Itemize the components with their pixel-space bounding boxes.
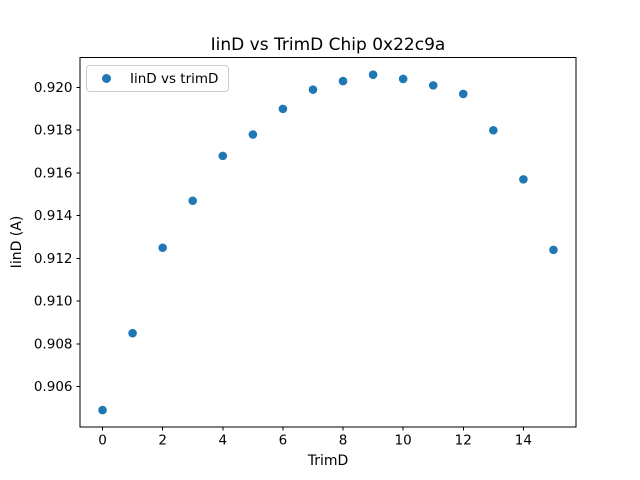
scatter-point xyxy=(338,76,348,86)
legend-marker-icon xyxy=(102,74,111,83)
y-tick-label: 0.918 xyxy=(34,123,73,139)
x-tick-label: 6 xyxy=(279,433,288,449)
y-tick-label: 0.914 xyxy=(34,208,73,224)
axes-frame xyxy=(79,57,577,428)
scatter-point xyxy=(218,151,228,161)
legend: IinD vs trimD xyxy=(86,65,230,92)
scatter-point xyxy=(98,405,107,415)
x-tick-label: 14 xyxy=(515,433,532,449)
scatter-point xyxy=(368,70,378,79)
legend-label: IinD vs trimD xyxy=(130,70,219,87)
scatter-point xyxy=(248,130,258,139)
scatter-point xyxy=(158,243,167,253)
x-tick-label: 12 xyxy=(455,433,472,449)
scatter-point xyxy=(278,104,288,114)
x-tick-label: 4 xyxy=(218,433,227,449)
scatter-point xyxy=(428,81,438,90)
x-tick-label: 10 xyxy=(395,433,412,449)
y-axis-label: IinD (A) xyxy=(9,215,25,269)
y-tick-label: 0.906 xyxy=(34,379,73,395)
x-tick-label: 0 xyxy=(98,433,107,449)
chart-title: IinD vs TrimD Chip 0x22c9a xyxy=(210,35,446,55)
scatter-point xyxy=(519,175,528,184)
scatter-point xyxy=(458,89,468,99)
scatter-point xyxy=(489,125,498,135)
scatter-point xyxy=(188,196,198,206)
y-tick-label: 0.916 xyxy=(34,165,73,181)
scatter-point xyxy=(398,74,408,84)
y-tick-label: 0.912 xyxy=(34,251,73,267)
x-tick-label: 8 xyxy=(339,433,348,449)
x-tick-label: 2 xyxy=(158,433,167,449)
y-tick-label: 0.910 xyxy=(34,294,73,310)
scatter-point xyxy=(549,245,558,255)
scatter-point xyxy=(308,85,318,94)
y-tick-label: 0.908 xyxy=(34,336,73,352)
x-axis-label: TrimD xyxy=(307,453,349,469)
y-tick-label: 0.920 xyxy=(34,80,73,96)
scatter-point xyxy=(128,328,137,338)
